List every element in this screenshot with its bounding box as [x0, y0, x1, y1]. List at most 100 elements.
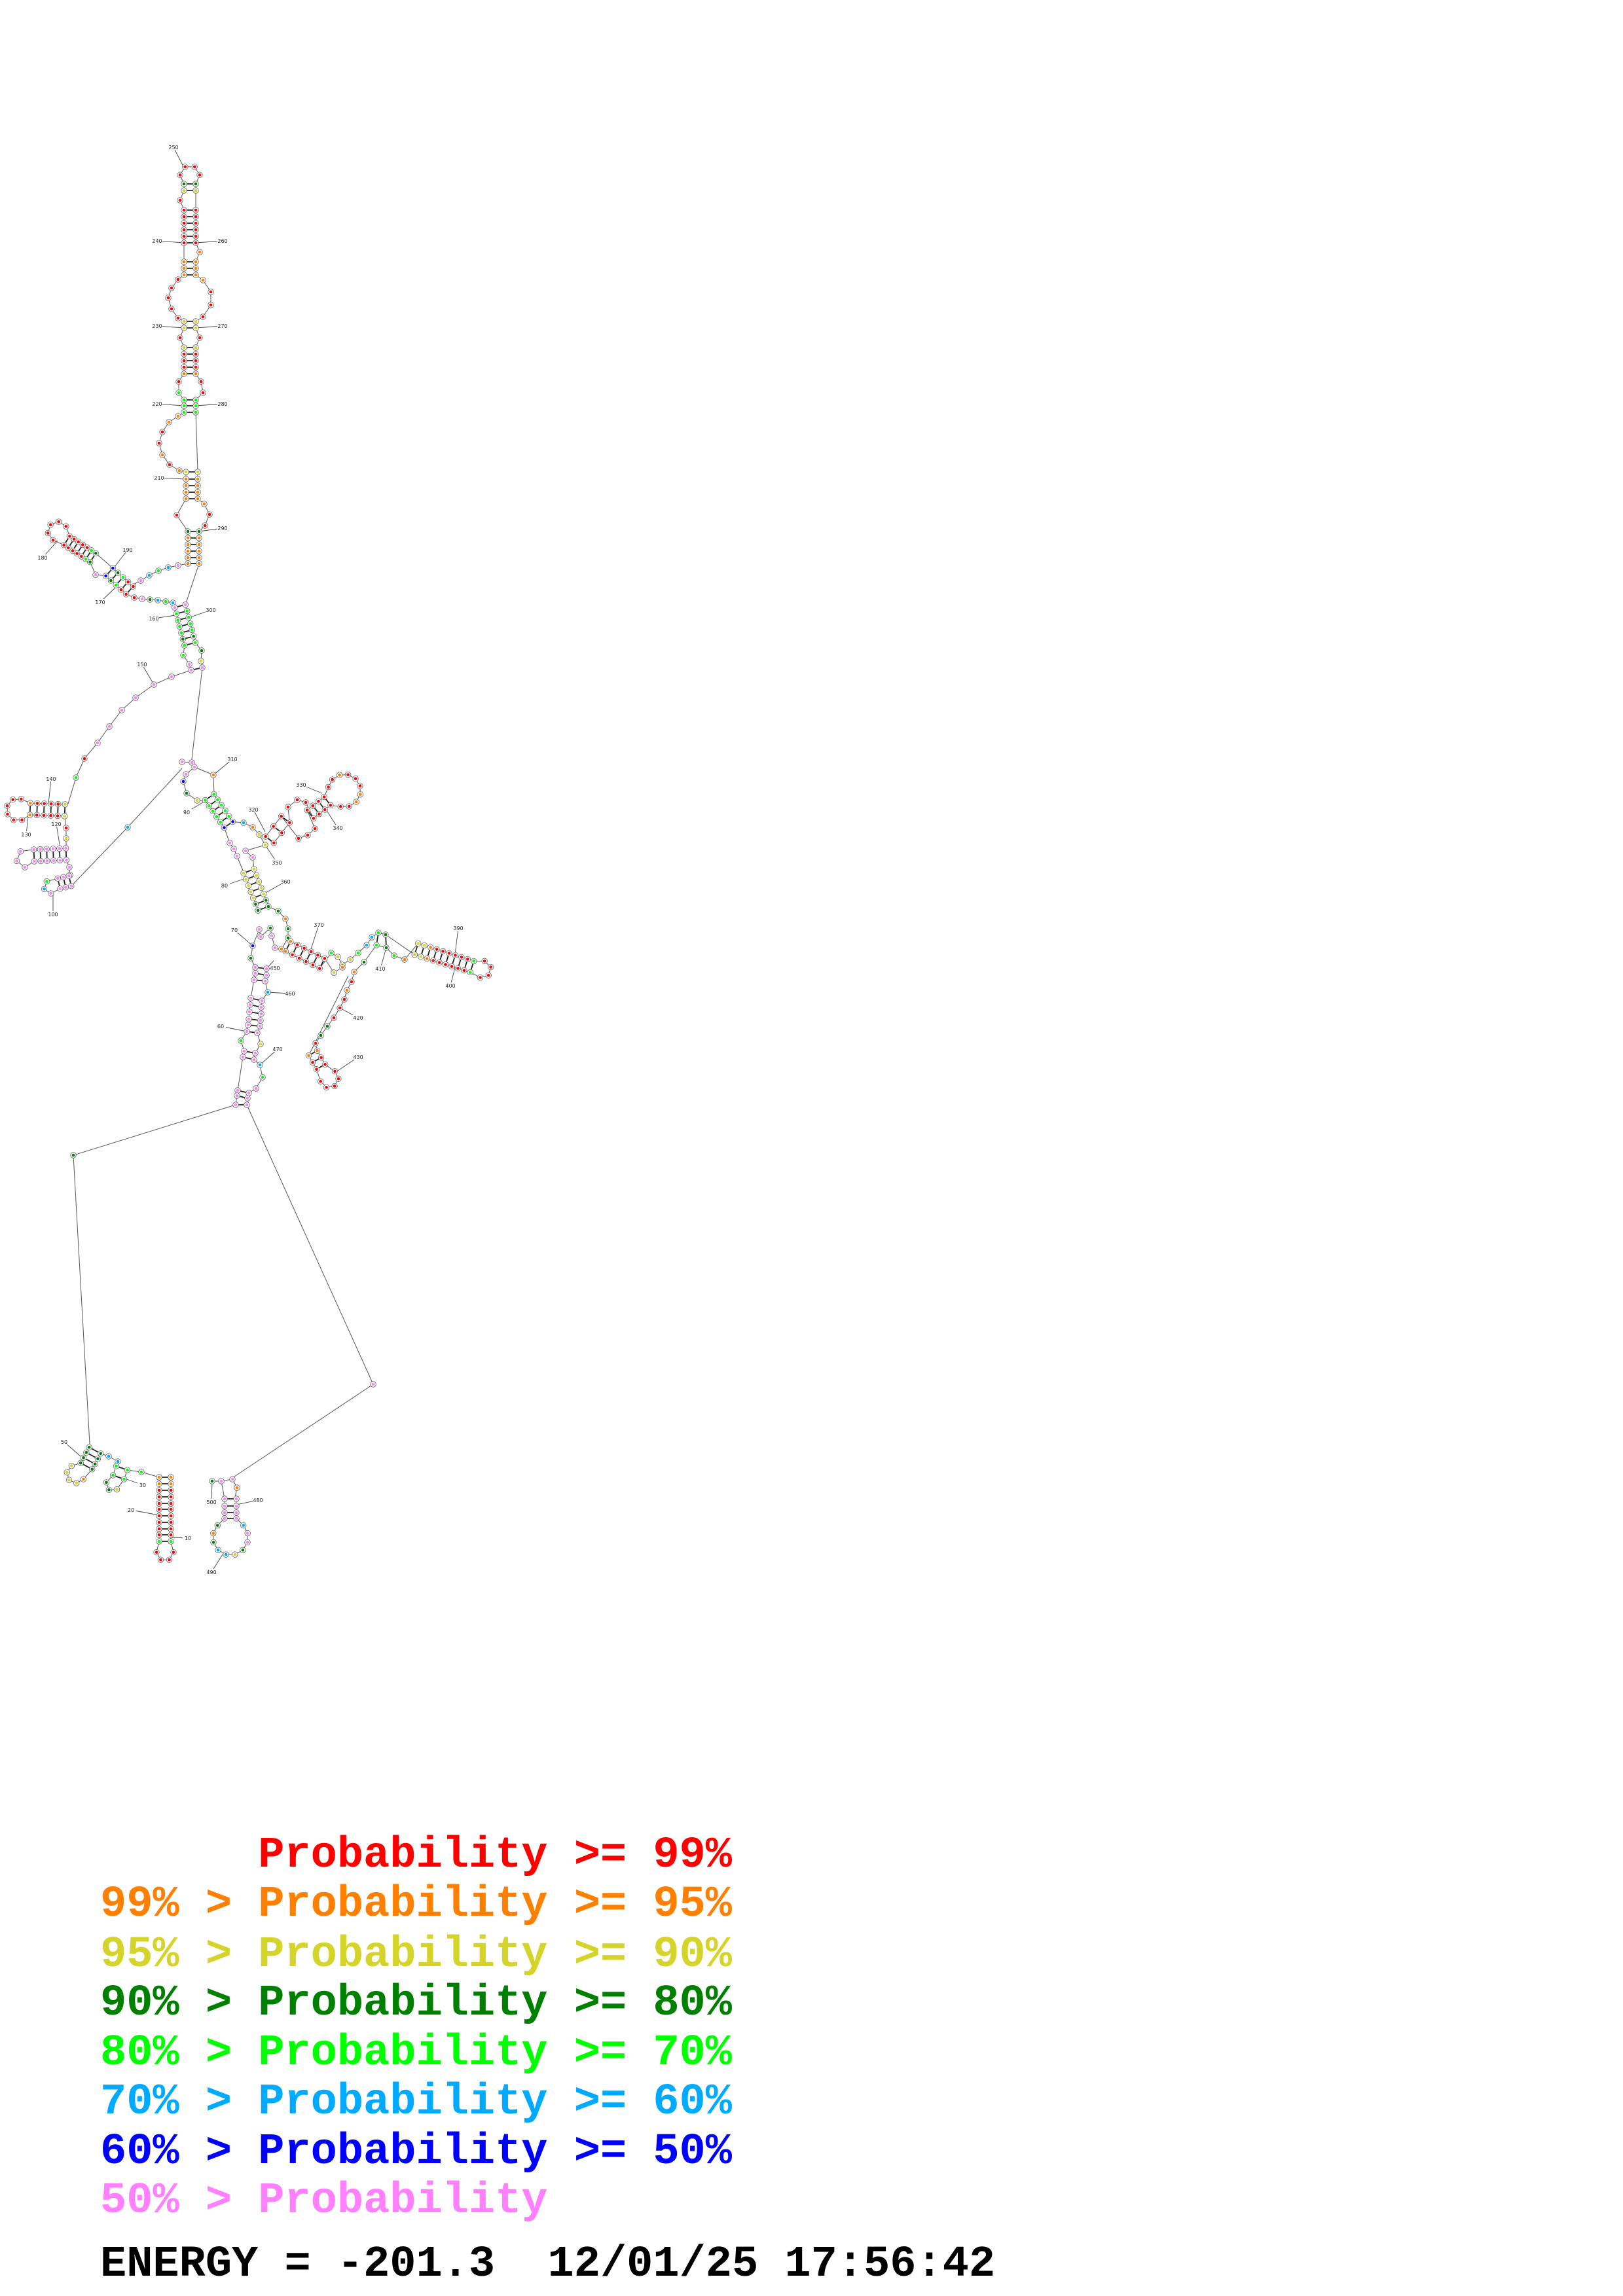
- nucleotide: [18, 816, 26, 823]
- nucleotide: [304, 806, 310, 814]
- nucleotide: [181, 397, 187, 403]
- position-label: 300: [206, 607, 215, 613]
- nucleotide: [168, 673, 175, 680]
- nucleotide: [181, 642, 188, 649]
- nucleotide: [363, 942, 370, 948]
- nucleotide: [120, 574, 126, 581]
- nucleotide: [452, 952, 459, 959]
- nucleotide: [285, 925, 291, 932]
- nucleotide: [246, 1090, 252, 1096]
- position-label: 130: [21, 832, 31, 838]
- nucleotide: [258, 1004, 264, 1011]
- nucleotide: [168, 1513, 174, 1519]
- nucleotide: [206, 511, 213, 518]
- nucleotide: [187, 620, 194, 627]
- nucleotide: [73, 1480, 80, 1486]
- nucleotide: [124, 1467, 131, 1473]
- nucleotide: [55, 800, 62, 808]
- nucleotide: [113, 1463, 120, 1469]
- rna-structure-diagram: 250 240 260 230 270 220 280 210 290 180 190 170 160 3…: [4, 144, 494, 1575]
- nucleotide: [240, 1547, 246, 1553]
- nucleotide: [286, 819, 293, 826]
- nucleotide: [192, 259, 199, 265]
- position-label: 90: [183, 810, 190, 816]
- nucleotide: [196, 560, 202, 567]
- nucleotide: [262, 833, 269, 840]
- nucleotide: [411, 951, 418, 958]
- nucleotide: [415, 940, 422, 947]
- nucleotide: [308, 948, 314, 955]
- nucleotide: [210, 808, 216, 815]
- nucleotide: [234, 853, 240, 859]
- backbone-segment: [97, 726, 110, 744]
- nucleotide: [18, 796, 25, 802]
- nucleotide: [429, 957, 437, 964]
- nucleotide: [477, 974, 484, 981]
- nucleotide: [439, 948, 447, 955]
- position-label: 480: [253, 1498, 263, 1503]
- backbone-segment: [250, 979, 255, 999]
- backbone-segment: [194, 766, 214, 776]
- nucleotide: [201, 501, 208, 507]
- nucleotide: [192, 370, 199, 377]
- nucleotide: [41, 886, 48, 892]
- nucleotide: [181, 344, 187, 351]
- nucleotide: [244, 1028, 250, 1035]
- position-label: 150: [137, 662, 147, 668]
- nucleotide: [192, 357, 199, 364]
- nucleotide: [233, 1515, 240, 1522]
- nucleotide: [192, 265, 199, 272]
- nucleotide: [181, 259, 187, 265]
- nucleotide: [240, 870, 247, 876]
- nucleotide: [218, 1478, 225, 1484]
- nucleotide: [226, 813, 232, 819]
- nucleotide: [107, 577, 115, 584]
- nucleotide: [194, 469, 201, 475]
- nucleotide: [268, 933, 275, 939]
- nucleotide: [22, 864, 28, 870]
- nucleotide: [275, 908, 282, 914]
- nucleotide: [246, 1009, 253, 1015]
- position-label: 410: [375, 966, 385, 972]
- nucleotide: [62, 845, 69, 852]
- nucleotide: [176, 623, 183, 630]
- nucleotide: [209, 1478, 215, 1484]
- nucleotide: [151, 681, 157, 688]
- nucleotide: [47, 812, 54, 819]
- nucleotide: [189, 626, 195, 634]
- legend-row-90: 95% > Probability >= 90%: [100, 1931, 732, 1980]
- nucleotide: [270, 840, 278, 846]
- nucleotide: [63, 857, 70, 863]
- nucleotide: [289, 952, 296, 958]
- nucleotide: [196, 171, 203, 178]
- nucleotide: [250, 895, 257, 901]
- nucleotide: [181, 213, 187, 220]
- nucleotide: [206, 802, 212, 809]
- nucleotide: [192, 409, 199, 416]
- nucleotide: [199, 664, 206, 671]
- nucleotide: [254, 1030, 261, 1036]
- nucleotide: [467, 969, 473, 976]
- nucleotide: [331, 1083, 338, 1090]
- position-label: 30: [139, 1482, 146, 1488]
- legend-row-50: 60% > Probability >= 50%: [100, 2128, 732, 2177]
- position-label: 70: [231, 927, 238, 933]
- nucleotide: [252, 901, 259, 908]
- nucleotide: [192, 207, 199, 213]
- position-label: 490: [206, 1570, 216, 1575]
- position-label: 10: [185, 1535, 191, 1541]
- position-label: 320: [248, 807, 258, 813]
- nucleotide: [192, 181, 199, 187]
- backbone-segment: [73, 1155, 90, 1444]
- backbone-segment: [109, 709, 122, 727]
- nucleotide: [296, 955, 302, 961]
- nucleotide: [124, 824, 131, 831]
- nucleotide: [262, 842, 268, 848]
- nucleotide: [17, 848, 24, 855]
- nucleotide: [181, 364, 187, 370]
- backbone-segment: [191, 667, 203, 760]
- nucleotide: [263, 972, 270, 978]
- nucleotide: [315, 798, 322, 805]
- nucleotide: [84, 544, 90, 551]
- nucleotide: [9, 796, 16, 803]
